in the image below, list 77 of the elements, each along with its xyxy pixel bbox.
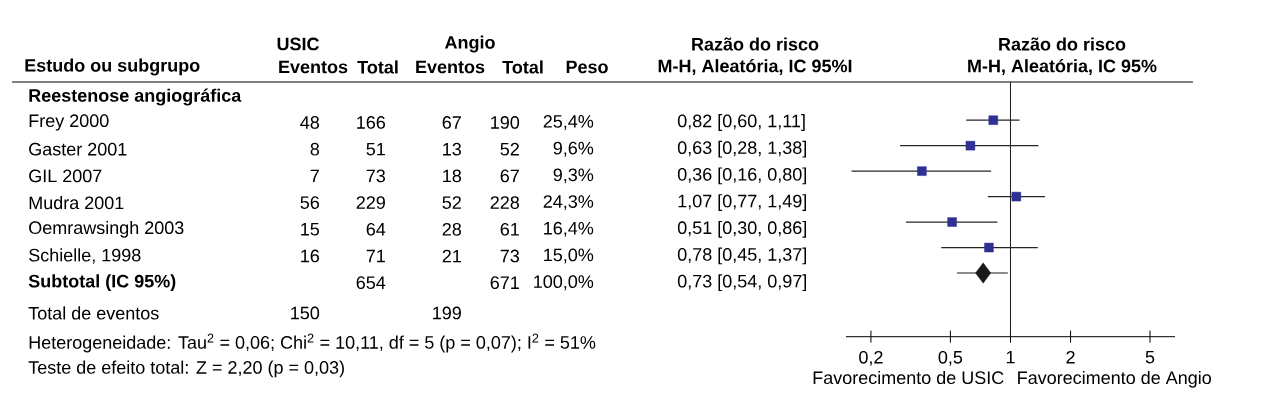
x-tick-label: 0,5 (938, 350, 963, 366)
x-tick-label: 2 (1066, 350, 1075, 364)
text: 64 (366, 222, 386, 236)
x-tick-label: 0,2 (859, 350, 883, 366)
text: Peso (566, 60, 608, 74)
text: 16 (301, 249, 320, 263)
text: 18 (443, 169, 462, 183)
text: Schielle, 1998 (29, 248, 141, 264)
text: 0,36 [0,16, 0,80] (677, 167, 806, 185)
text: 67 (442, 116, 461, 129)
text: 229 (356, 196, 385, 209)
text: 9,3% (553, 168, 594, 184)
point (975, 262, 992, 284)
text: Angio (444, 35, 495, 53)
text: 56 (300, 196, 320, 209)
text: M-H, Aleatória, IC 95%I (658, 59, 852, 75)
text: 16,4% (544, 221, 594, 237)
x-tick-label: 1 (1006, 350, 1015, 364)
text: 15 (301, 223, 320, 236)
text: 51 (366, 142, 385, 156)
text: 1,07 [0,77, 1,49] (678, 194, 806, 211)
text: USIC (277, 37, 320, 51)
text: Heterogeneidade: Tau$^{2}$ = 0,06; Chi$^{2}$ = 10,11, df = 5 (p = 0,07); I$^{2}$ = 51% (29, 333, 596, 353)
text: Total (502, 60, 543, 74)
text: 13 (443, 142, 462, 156)
text: 25,4% (543, 115, 594, 130)
text: 24,3% (543, 195, 594, 211)
text: 150 (291, 306, 320, 320)
text: 73 (500, 249, 520, 263)
text: Oemrawsingh 2003 (29, 220, 184, 238)
text: Mudra 2001 (29, 195, 124, 210)
point (947, 217, 957, 227)
x-tick-label: 5 (1145, 350, 1155, 364)
text: 9,6% (553, 141, 594, 157)
text: 100,0% (534, 275, 594, 291)
text: 671 (490, 276, 519, 290)
text: 15,0% (544, 248, 594, 264)
text: 199 (433, 306, 461, 320)
text: Razão do risco (692, 37, 819, 51)
text: Frey 2000 (29, 114, 109, 131)
chart-title: Razão do risco (999, 37, 1126, 51)
text: 28 (442, 222, 462, 236)
text: 67 (500, 169, 519, 183)
text: Eventos (279, 60, 348, 74)
text: 228 (490, 196, 520, 209)
text: 61 (500, 222, 519, 236)
text: 0,82 [0,60, 1,11] (677, 114, 805, 131)
text: 73 (366, 169, 386, 183)
text: 71 (366, 249, 385, 263)
text: 0,51 [0,30, 0,86] (677, 220, 806, 238)
text: GIL 2007 (29, 169, 102, 183)
text: Subtotal (IC 95%) (28, 274, 176, 292)
text: 190 (491, 116, 520, 129)
point (984, 242, 994, 253)
text: Favorecimento de USIC (813, 370, 1004, 385)
text: 52 (442, 196, 461, 209)
text: Total (357, 60, 398, 74)
text: Eventos (416, 60, 485, 74)
point (988, 115, 998, 125)
text: Total de eventos (28, 306, 159, 320)
chart-subtitle: M-H, Aleatória, IC 95% (968, 59, 1157, 75)
text: Teste de efeito total: Z = 2,20 (p = 0,03) (28, 360, 344, 378)
text: Reestenose angiográfica (29, 88, 242, 106)
text: 48 (300, 116, 320, 129)
text: 7 (310, 169, 319, 183)
point (965, 140, 976, 151)
text: 166 (357, 116, 386, 129)
text: 0,63 [0,28, 1,38] (677, 140, 806, 158)
text: 8 (310, 142, 320, 156)
text: 654 (356, 276, 386, 290)
text: 0,73 [0,54, 0,97] (677, 274, 806, 292)
text: Favorecimento de Angio (1018, 370, 1211, 388)
text: 21 (442, 249, 461, 263)
text: 0,78 [0,45, 1,37] (677, 247, 806, 265)
text: Estudo ou subgrupo (25, 58, 200, 76)
text: Gaster 2001 (29, 142, 127, 156)
text: 52 (500, 142, 519, 156)
